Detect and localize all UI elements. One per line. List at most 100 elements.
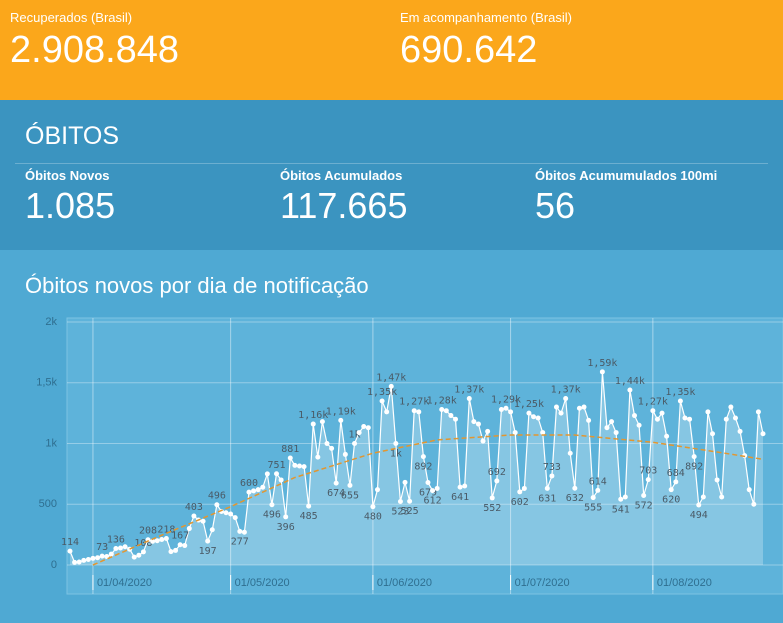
point	[687, 416, 693, 422]
point	[622, 494, 628, 500]
value-label: 552	[483, 503, 501, 514]
stat-value: 117.665	[280, 185, 408, 226]
point	[315, 454, 321, 460]
value-label: 1,59k	[587, 358, 617, 369]
point	[85, 557, 91, 563]
point	[553, 404, 559, 410]
value-label: 480	[364, 512, 382, 523]
chart-title: Óbitos novos por dia de notificação	[25, 273, 369, 298]
point	[228, 511, 234, 517]
point	[90, 555, 96, 561]
point	[489, 495, 495, 501]
value-label: 892	[414, 462, 432, 473]
point	[631, 413, 637, 419]
value-label: 641	[451, 492, 469, 503]
x-tick-label: 01/04/2020	[97, 577, 152, 589]
point	[274, 471, 280, 477]
x-tick-label: 01/06/2020	[377, 577, 432, 589]
point	[67, 548, 73, 554]
point	[636, 422, 642, 428]
point	[517, 489, 523, 495]
point	[241, 529, 247, 535]
point	[613, 430, 619, 436]
point	[278, 477, 284, 483]
value-label: 525	[401, 506, 419, 517]
point	[365, 425, 371, 431]
point	[269, 502, 275, 508]
point	[182, 543, 188, 549]
point	[746, 487, 752, 493]
point	[425, 480, 431, 486]
value-label: 1,44k	[615, 376, 645, 387]
value-label: 703	[639, 466, 657, 477]
point	[567, 450, 573, 456]
point	[480, 438, 486, 444]
point	[719, 494, 725, 500]
value-label: 197	[199, 546, 217, 557]
y-tick-label: 1k	[45, 437, 57, 449]
point	[599, 369, 605, 375]
point	[232, 515, 238, 521]
value-label: 1k	[390, 449, 402, 460]
value-label: 114	[61, 537, 79, 548]
point	[439, 406, 445, 412]
value-label: 108	[134, 538, 152, 549]
point	[411, 408, 417, 414]
value-label: 684	[667, 468, 685, 479]
point	[654, 416, 660, 422]
point	[283, 514, 289, 520]
value-label: 572	[635, 501, 653, 512]
point	[498, 406, 504, 412]
point	[677, 398, 683, 404]
point	[664, 433, 670, 439]
value-label: 1,28k	[427, 395, 457, 406]
value-label: 1,35k	[665, 387, 695, 398]
point	[352, 441, 358, 446]
point	[150, 538, 156, 544]
value-label: 1,27k	[638, 397, 668, 408]
value-label: 632	[566, 493, 584, 504]
point	[521, 485, 527, 491]
value-label: 614	[589, 476, 607, 487]
point	[673, 479, 679, 485]
point	[466, 396, 472, 402]
point	[416, 409, 422, 415]
point	[296, 463, 302, 469]
point	[728, 404, 734, 410]
value-label: 555	[584, 503, 602, 514]
value-label: 612	[424, 496, 442, 507]
point	[168, 549, 174, 555]
point	[508, 409, 514, 415]
point	[76, 559, 82, 565]
value-label: 892	[685, 462, 703, 473]
point	[72, 559, 78, 565]
card-label: Em acompanhamento (Brasil)	[400, 10, 572, 25]
stat: Óbitos Novos 1.085	[25, 168, 115, 227]
deaths-panel: ÓBITOS Óbitos Novos 1.085 Óbitos Acumula…	[0, 100, 783, 250]
point	[333, 480, 339, 486]
point	[117, 545, 123, 551]
point	[140, 549, 146, 555]
point	[595, 487, 601, 493]
point	[191, 513, 197, 519]
value-label: 655	[341, 490, 359, 501]
point	[705, 409, 711, 415]
point	[443, 408, 449, 414]
value-label: 73	[96, 542, 108, 553]
value-label: 1,29k	[491, 394, 521, 405]
value-label: 620	[662, 495, 680, 506]
point	[457, 484, 463, 490]
value-label: 692	[488, 467, 506, 478]
point	[402, 479, 408, 485]
point	[563, 396, 569, 402]
point	[549, 473, 555, 479]
point	[650, 408, 656, 414]
value-label: 600	[240, 478, 258, 489]
point	[379, 398, 385, 404]
point	[246, 489, 252, 495]
value-label: 1,16k	[298, 410, 328, 421]
point	[696, 502, 702, 508]
value-label: 136	[107, 534, 125, 545]
stat-value: 56	[535, 185, 576, 226]
